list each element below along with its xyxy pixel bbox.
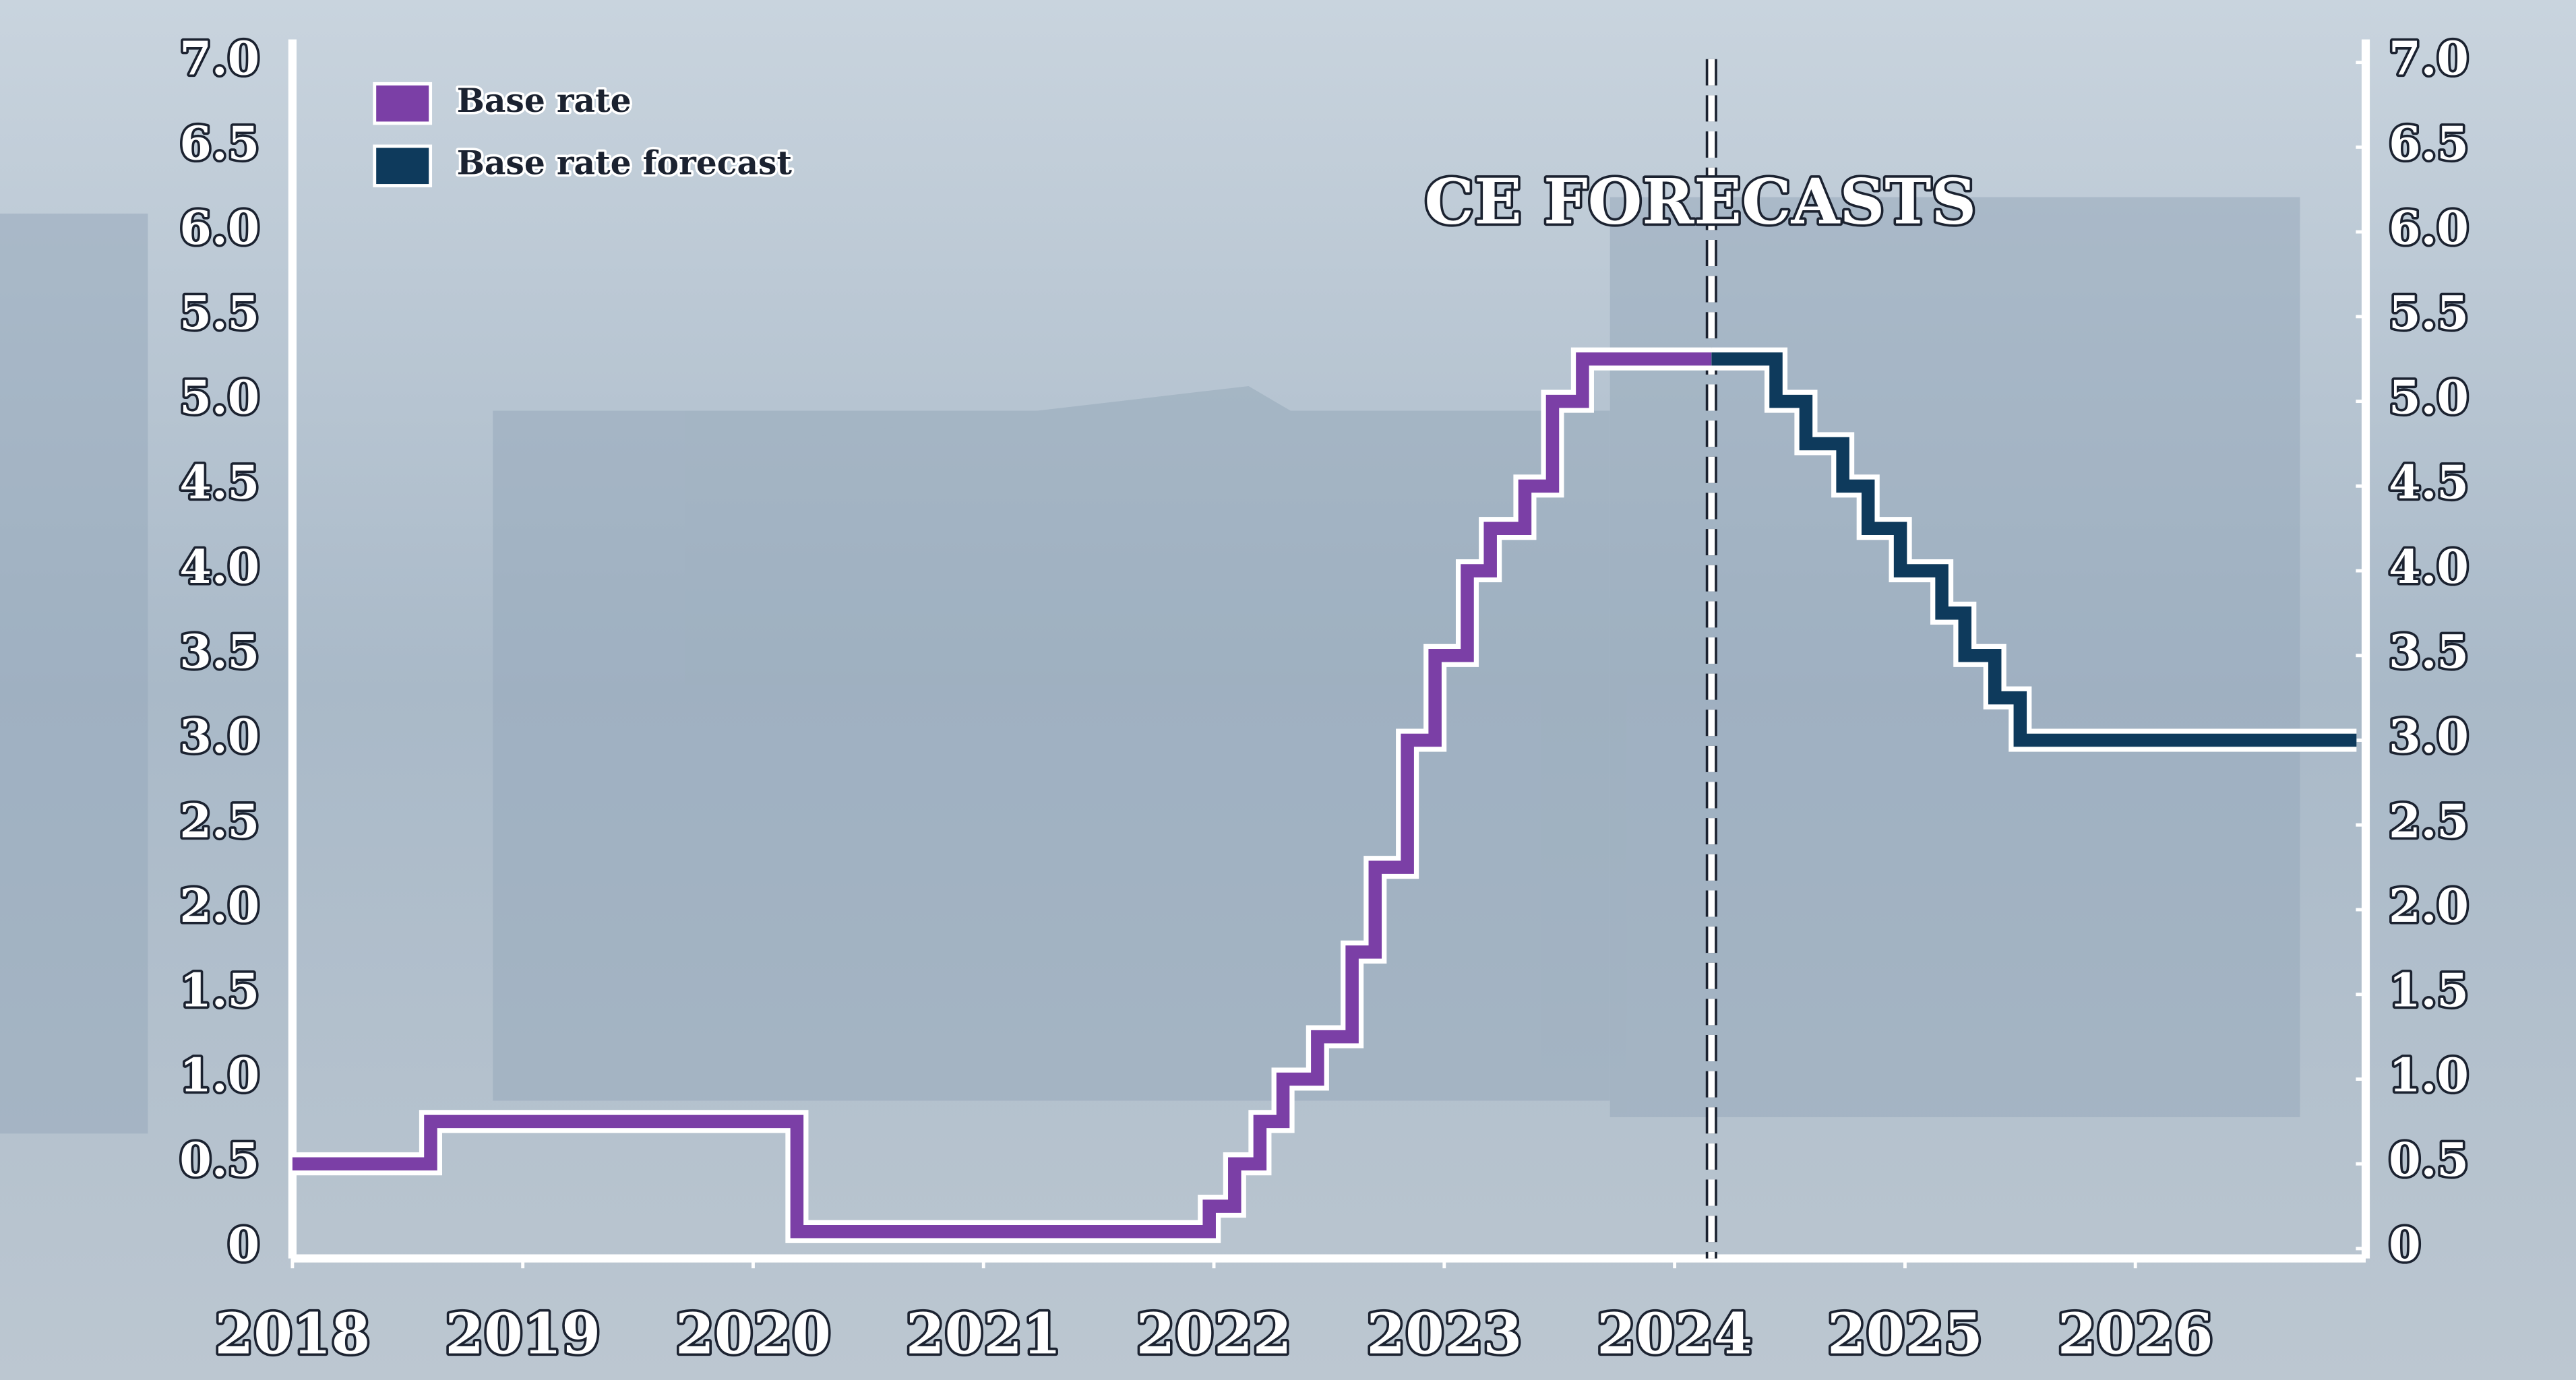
- y2-tick-label: 7.0: [2389, 32, 2469, 86]
- y-tick-label: 7.0: [179, 32, 259, 86]
- x-tick-label: 2019: [445, 1300, 601, 1367]
- x-tick-label: 2025: [1827, 1300, 1983, 1367]
- y-tick-label: 1.5: [179, 964, 259, 1018]
- annotation: CE FORECASTS: [1424, 164, 1976, 238]
- y2-tick-label: 5.5: [2389, 286, 2469, 340]
- y2-tick-label: 3.5: [2389, 625, 2469, 679]
- y2-tick-label: 3.0: [2389, 710, 2469, 764]
- y-tick-label: 4.0: [179, 540, 259, 594]
- y-tick-label: 2.0: [179, 879, 259, 933]
- x-tick-label: 2026: [2058, 1300, 2213, 1367]
- legend-label: Base rate: [457, 82, 632, 120]
- x-tick-label: 2018: [215, 1300, 371, 1367]
- y-tick-label: 2.5: [179, 794, 259, 848]
- y2-tick-label: 6.0: [2389, 201, 2469, 255]
- x-tick-label: 2021: [906, 1300, 1062, 1367]
- x-tick-label: 2023: [1367, 1300, 1523, 1367]
- y2-tick-label: 0: [2389, 1218, 2420, 1272]
- y2-tick-label: 2.0: [2389, 879, 2469, 933]
- y2-tick-label: 4.5: [2389, 456, 2469, 509]
- y-tick-label: 1.0: [179, 1048, 259, 1102]
- y2-tick-label: 5.0: [2389, 371, 2469, 425]
- x-tick-label: 2024: [1597, 1300, 1752, 1367]
- y-tick-label: 0.5: [179, 1133, 259, 1187]
- legend-label: Base rate forecast: [457, 144, 793, 183]
- y2-tick-label: 0.5: [2389, 1133, 2469, 1187]
- legend-swatch: [375, 146, 431, 186]
- x-tick-label: 2020: [675, 1300, 831, 1367]
- y-tick-label: 0: [228, 1218, 259, 1272]
- y2-tick-label: 2.5: [2389, 794, 2469, 848]
- y2-tick-label: 4.0: [2389, 540, 2469, 594]
- y-tick-label: 3.5: [179, 625, 259, 679]
- y2-tick-label: 6.5: [2389, 117, 2469, 170]
- y-tick-label: 5.0: [179, 371, 259, 425]
- y-tick-label: 3.0: [179, 710, 259, 764]
- chart: 0 0 0.5 0.5 1.0 1.0 1.5 1.5 2.0 2.0 2.5 2.5 3.0 3.0 3.…: [0, 0, 2576, 1380]
- y-tick-label: 6.0: [179, 201, 259, 255]
- page: {"chart_data": {"type": "line", "step": …: [0, 0, 2576, 1380]
- y-tick-label: 6.5: [179, 117, 259, 170]
- y2-tick-label: 1.0: [2389, 1048, 2469, 1102]
- y-tick-label: 5.5: [179, 286, 259, 340]
- legend-swatch: [375, 84, 431, 123]
- x-tick-label: 2022: [1136, 1300, 1292, 1367]
- y2-tick-label: 1.5: [2389, 964, 2469, 1018]
- y-tick-label: 4.5: [179, 456, 259, 509]
